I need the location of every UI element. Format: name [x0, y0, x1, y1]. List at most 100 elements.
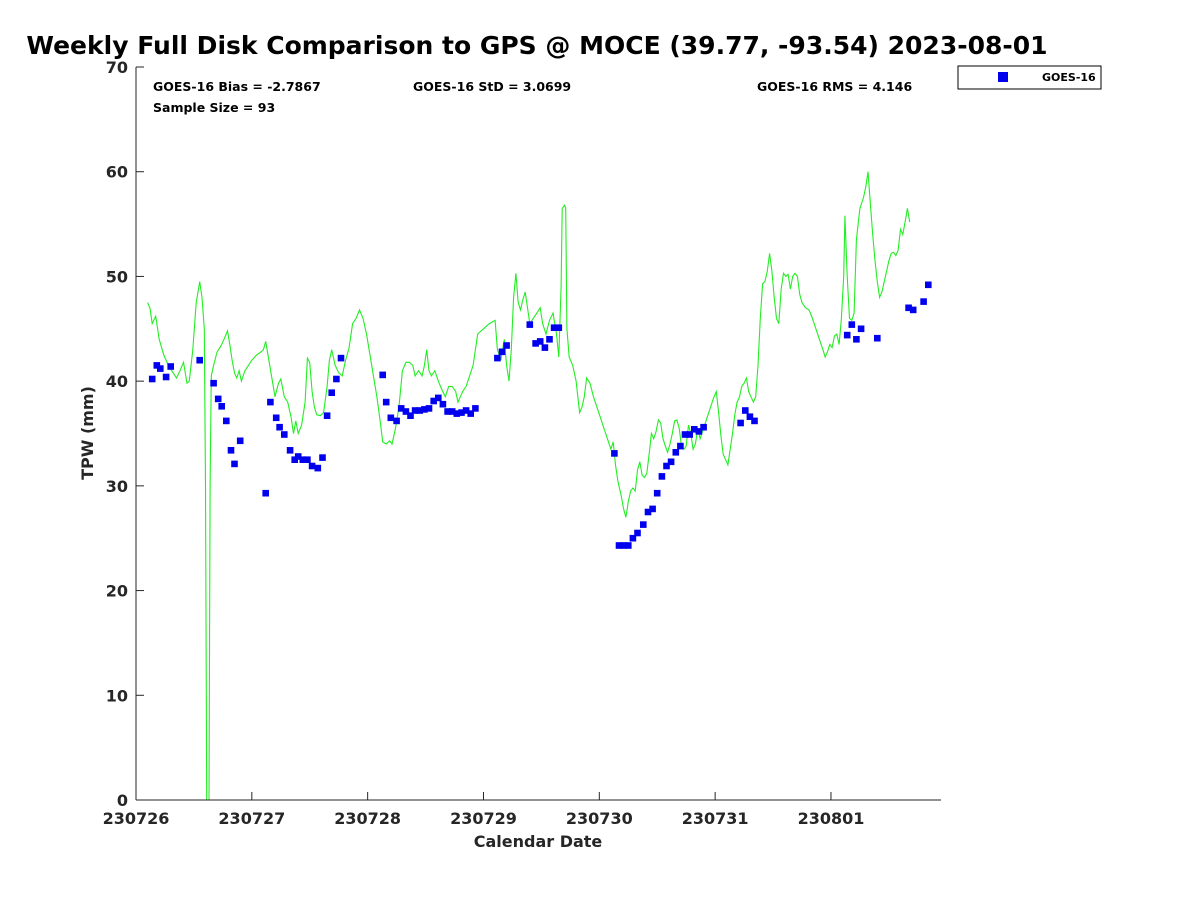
goes-point	[672, 449, 680, 456]
goes-point	[294, 453, 302, 460]
goes-point	[541, 344, 549, 351]
goes-point	[291, 456, 298, 463]
goes-point	[276, 423, 283, 431]
y-tick-label: 70	[106, 58, 128, 77]
goes-point	[272, 414, 280, 422]
goes-point	[167, 363, 174, 370]
goes-point	[379, 371, 386, 379]
goes-point	[162, 373, 170, 381]
y-tick-label: 10	[106, 686, 128, 705]
goes-point	[644, 508, 652, 516]
axes: 0 10 20 30 40 50 60 70 230726 230727 230728 230729 2…	[103, 58, 941, 828]
goes-point	[620, 542, 627, 549]
goes-point	[314, 464, 322, 472]
goes-point	[681, 431, 689, 438]
goes-point	[498, 348, 506, 356]
goes-point	[439, 400, 447, 408]
goes-point	[328, 389, 335, 396]
legend-box	[957, 65, 1102, 90]
goes-point	[909, 306, 917, 314]
goes-point	[319, 454, 326, 461]
goes-point	[905, 304, 912, 312]
goes-point	[615, 542, 623, 549]
goes-point	[667, 458, 675, 466]
goes-point	[691, 426, 698, 433]
goes-point	[430, 397, 437, 405]
goes-point	[323, 412, 331, 419]
stat-sample-size: Sample Size = 93	[153, 100, 275, 115]
goes-point	[402, 408, 410, 415]
goes-point	[444, 408, 451, 415]
stat-bias: GOES-16 Bias = -2.7867	[153, 79, 321, 94]
goes-point	[853, 336, 860, 343]
goes-point	[196, 356, 203, 364]
gps-series	[147, 171, 911, 801]
goes-point	[634, 529, 641, 537]
goes-point	[387, 414, 395, 422]
goes-point	[742, 407, 749, 414]
goes-point	[421, 406, 428, 413]
goes-point	[214, 395, 222, 403]
y-tick-label: 30	[106, 477, 128, 496]
goes-point	[848, 321, 856, 328]
goes-point	[503, 342, 510, 349]
goes-point	[157, 365, 164, 372]
y-tick-label: 50	[106, 267, 128, 286]
goes-point	[453, 410, 461, 417]
goes-series	[148, 281, 932, 549]
goes-point	[649, 505, 656, 513]
goes-point	[555, 324, 563, 331]
goes-point	[448, 408, 456, 415]
goes-point	[625, 542, 632, 549]
goes-point	[333, 375, 340, 383]
goes-point	[467, 410, 474, 417]
goes-point	[843, 331, 851, 339]
goes-point	[611, 450, 618, 457]
goes-point	[407, 412, 414, 419]
goes-point	[526, 321, 534, 328]
goes-point	[751, 417, 758, 425]
goes-point	[286, 447, 294, 454]
goes-point	[746, 413, 754, 420]
goes-point	[153, 362, 161, 369]
goes-point	[435, 394, 442, 402]
x-tick-label: 230729	[450, 809, 517, 828]
goes-point	[663, 462, 670, 470]
goes-point	[629, 534, 637, 542]
x-axis-label: Calendar Date	[474, 832, 603, 851]
goes-point	[462, 407, 470, 414]
goes-point	[267, 398, 274, 406]
goes-point	[382, 398, 390, 406]
goes-point	[640, 521, 647, 528]
goes-point	[494, 354, 501, 362]
stat-std: GOES-16 StD = 3.0699	[413, 79, 571, 94]
goes-point	[411, 407, 419, 414]
goes-point	[546, 336, 553, 343]
goes-point	[218, 403, 225, 410]
goes-point	[236, 437, 244, 445]
stat-rms: GOES-16 RMS = 4.146	[757, 79, 912, 94]
y-tick-label: 40	[106, 372, 128, 391]
goes-point	[231, 460, 238, 468]
chart-title: Weekly Full Disk Comparison to GPS @ MOC…	[26, 31, 1047, 60]
goes-point	[281, 431, 288, 438]
goes-point	[874, 334, 881, 342]
goes-point	[210, 379, 217, 387]
goes-point	[677, 442, 684, 450]
goes-point	[337, 354, 345, 362]
goes-point	[472, 405, 479, 412]
goes-point	[262, 489, 269, 497]
goes-point	[416, 407, 424, 414]
goes-point	[308, 462, 316, 470]
y-tick-label: 0	[117, 791, 128, 810]
goes-point	[737, 419, 744, 427]
x-tick-label: 230730	[566, 809, 633, 828]
goes-point	[695, 428, 703, 435]
goes-point	[532, 340, 539, 347]
goes-point	[925, 281, 932, 289]
x-tick-label: 230727	[218, 809, 285, 828]
goes-point	[227, 447, 235, 454]
goes-point	[223, 417, 230, 425]
y-tick-label: 20	[106, 582, 128, 601]
